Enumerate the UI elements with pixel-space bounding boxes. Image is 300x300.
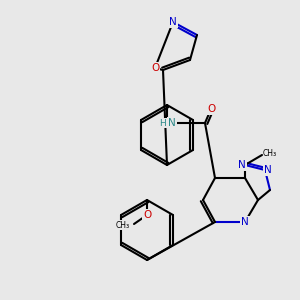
Text: O: O: [207, 104, 215, 114]
Text: N: N: [238, 160, 246, 170]
Text: N: N: [169, 17, 177, 27]
Text: N: N: [168, 118, 176, 128]
Text: N: N: [241, 217, 249, 227]
Text: CH₃: CH₃: [263, 149, 277, 158]
Text: O: O: [151, 63, 159, 73]
Text: O: O: [143, 210, 151, 220]
Text: N: N: [264, 165, 272, 175]
Text: H: H: [160, 118, 167, 127]
Text: CH₃: CH₃: [116, 220, 130, 230]
